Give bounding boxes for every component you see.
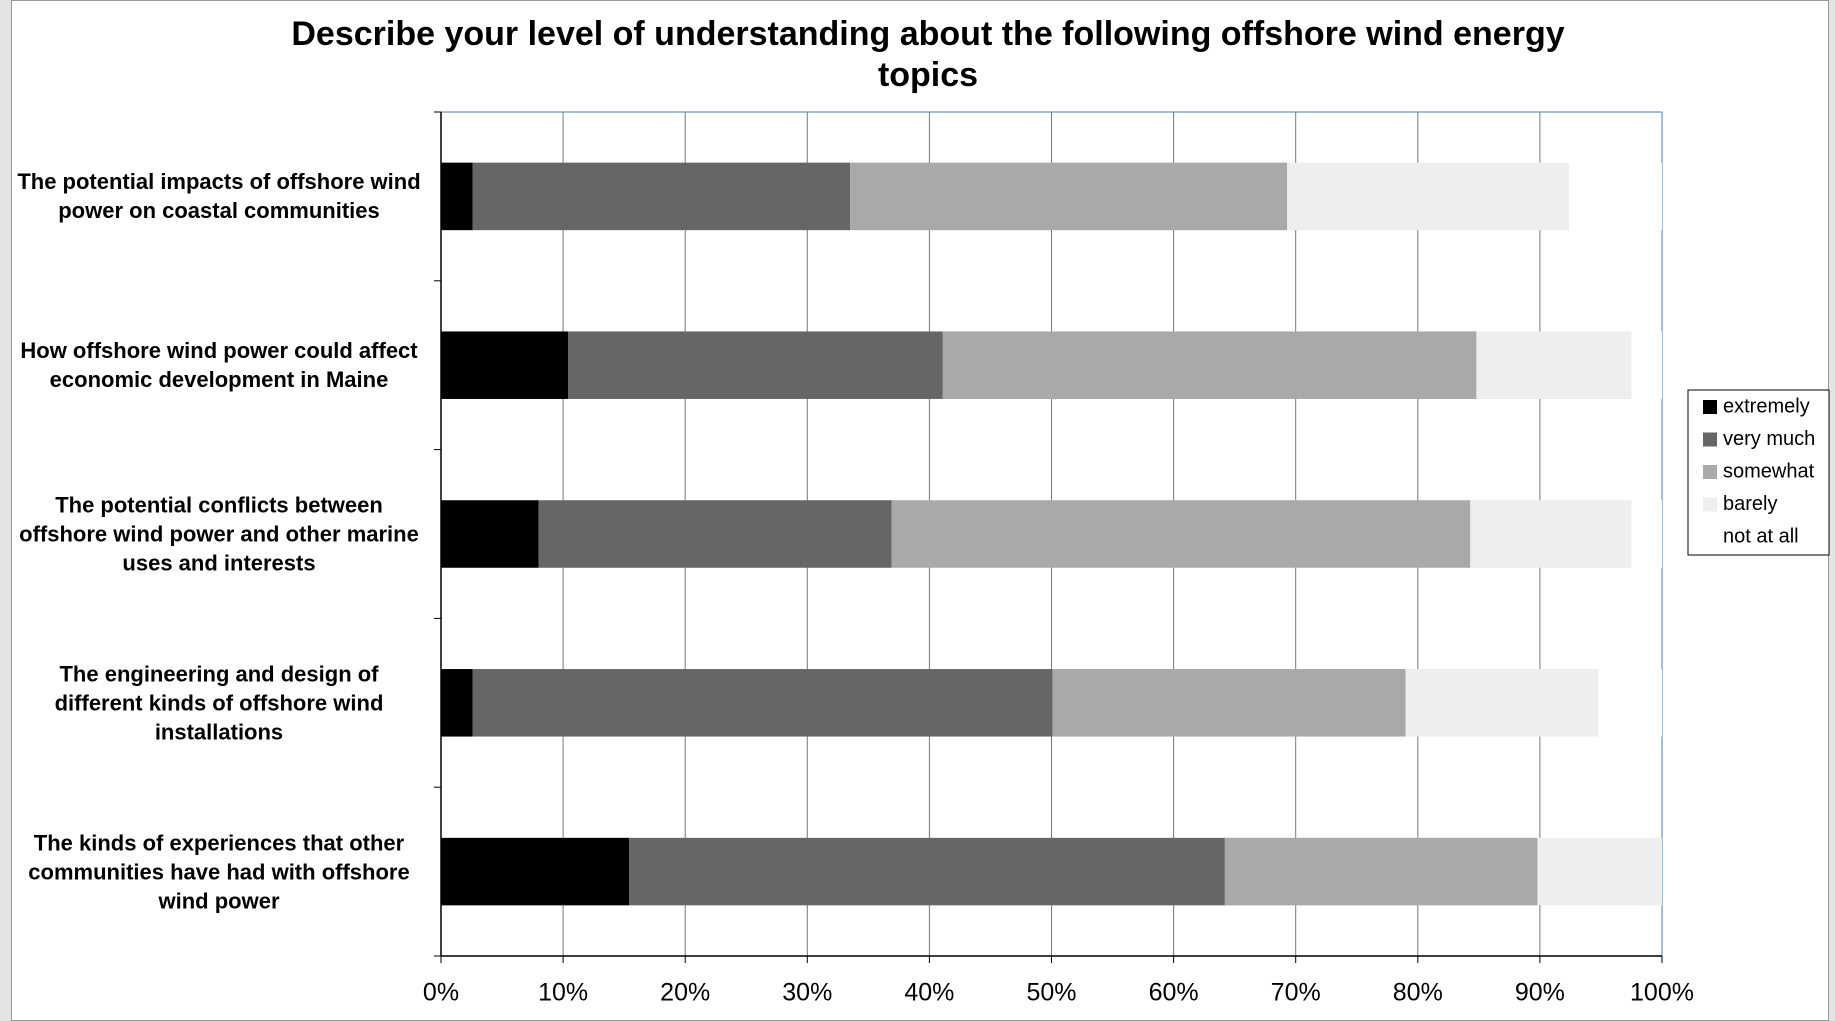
legend-label: barely (1723, 493, 1777, 515)
bar-segment (1631, 331, 1662, 399)
bar-segment (441, 331, 568, 399)
bar-segment (1470, 500, 1632, 568)
bar-segment (1287, 162, 1570, 231)
bar-segment (1598, 669, 1662, 737)
legend-swatch (1703, 400, 1717, 414)
bar-segment (1537, 837, 1662, 906)
bar-segment (850, 162, 1288, 231)
x-tick-label: 40% (904, 979, 954, 1007)
bar-segment (942, 331, 1477, 399)
bar-segment (472, 669, 1053, 737)
legend-swatch (1703, 432, 1717, 447)
legend-label: extremely (1723, 395, 1810, 417)
y-tick-label: How offshore wind power could affect eco… (20, 338, 418, 393)
x-tick-label: 50% (1026, 979, 1076, 1007)
x-tick-label: 20% (660, 979, 710, 1007)
bar-segment (1405, 669, 1599, 737)
legend-swatch (1703, 465, 1717, 479)
legend-label: very much (1723, 428, 1815, 450)
y-tick-label: The kinds of experiences that other comm… (28, 830, 410, 914)
chart-title: Describe your level of understanding abo… (291, 15, 1565, 94)
x-tick-label: 0% (423, 979, 459, 1007)
x-tick-label: 80% (1393, 979, 1443, 1007)
legend-swatch (1703, 497, 1717, 512)
bar-segment (441, 162, 473, 231)
legend-label: not at all (1723, 525, 1799, 547)
bar-segment (472, 162, 851, 231)
bar-segment (441, 500, 539, 568)
bar-segment (567, 331, 943, 399)
y-tick-label: The potential impacts of offshore wind p… (17, 169, 421, 224)
y-tick-label: The engineering and design of different … (54, 661, 384, 745)
bar-segment (1476, 331, 1632, 399)
bar-segment (629, 837, 1225, 906)
bar-segment (1052, 669, 1406, 737)
x-tick-label: 100% (1630, 979, 1694, 1007)
bar-segment (441, 669, 473, 737)
x-tick-label: 70% (1271, 979, 1321, 1007)
bar-segment (1569, 162, 1662, 231)
bar-segment (441, 837, 630, 906)
bar-segment (891, 500, 1471, 568)
bar-segment (1224, 837, 1538, 906)
x-tick-label: 90% (1515, 979, 1565, 1007)
x-tick-label: 10% (538, 979, 588, 1007)
bar-segment (538, 500, 892, 568)
bar-segment (1631, 500, 1662, 568)
legend-label: somewhat (1723, 460, 1815, 482)
y-tick-label: The potential conflicts between offshore… (19, 492, 419, 576)
x-tick-label: 30% (782, 979, 832, 1007)
legend-swatch (1703, 530, 1717, 544)
x-tick-label: 60% (1149, 979, 1199, 1007)
